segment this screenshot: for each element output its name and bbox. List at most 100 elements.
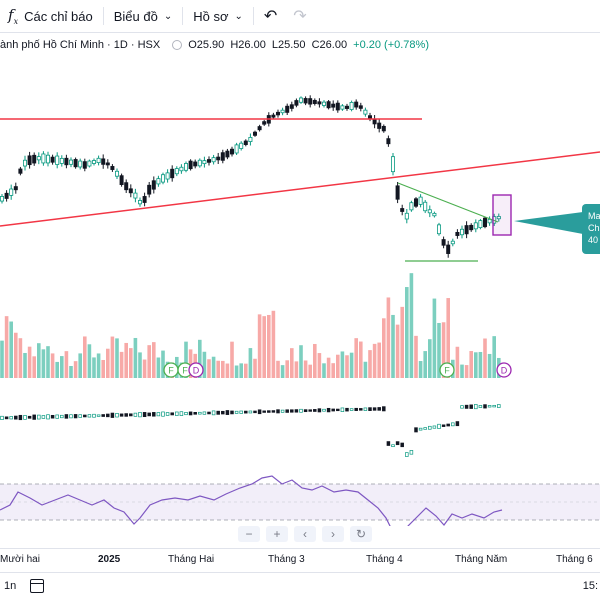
symbol-title[interactable]: ành phố Hồ Chí Minh · 1D · HSX <box>0 39 161 51</box>
candle-body <box>317 101 322 105</box>
toolbar-divider <box>252 7 254 25</box>
candle-body <box>225 150 230 158</box>
mini-candle <box>156 412 161 417</box>
mini-candle <box>60 414 64 419</box>
candle-body <box>32 154 37 164</box>
volume-bar <box>133 337 138 378</box>
mini-candle <box>46 414 50 420</box>
mini-candle <box>464 404 469 409</box>
mini-candle <box>207 411 211 415</box>
candle-body <box>344 105 349 109</box>
mini-candle <box>363 407 368 411</box>
mini-candle <box>326 407 331 413</box>
candle-body <box>179 166 184 172</box>
event-marker-label: D <box>193 366 200 376</box>
mini-candle <box>487 405 492 408</box>
candle-body <box>78 160 83 168</box>
mini-candle <box>202 411 207 415</box>
time-label: Mười hai <box>0 554 40 565</box>
mini-candle <box>119 413 124 417</box>
reset-chart-button[interactable]: ↻ <box>350 526 372 542</box>
volume-bar <box>124 342 128 378</box>
volume-bar <box>142 359 147 378</box>
mini-candle <box>276 409 280 414</box>
volume-bar <box>437 322 441 378</box>
candle-body <box>142 196 147 203</box>
volume-bar <box>18 338 23 378</box>
candle-body <box>137 200 142 205</box>
mini-candle <box>87 414 92 418</box>
volume-bar <box>271 310 276 378</box>
mini-candle <box>248 410 253 414</box>
mini-candle <box>18 414 23 421</box>
candle-body <box>133 192 138 199</box>
low-value: L25.50 <box>271 39 306 51</box>
mini-candle <box>469 404 473 409</box>
mini-candle <box>428 425 432 430</box>
calendar-icon[interactable] <box>30 579 44 593</box>
event-marker-label: D <box>501 366 508 376</box>
mini-candle <box>359 408 363 411</box>
volume-bar <box>110 336 115 378</box>
drawing-tools[interactable] <box>0 118 600 262</box>
volume-bar <box>368 350 372 378</box>
mini-candle <box>152 412 156 417</box>
event-marker <box>188 362 204 378</box>
chart-menu-label: Biểu đồ <box>113 8 158 24</box>
volume-bar <box>239 363 243 378</box>
mini-candle <box>147 412 151 417</box>
volume-bar <box>9 321 13 378</box>
volume-bar <box>395 324 400 378</box>
scroll-right-button[interactable]: › <box>322 526 344 542</box>
volume-bar <box>294 361 299 378</box>
mini-candle <box>386 441 391 446</box>
volume-bar <box>96 353 101 378</box>
volume-bar <box>414 335 418 378</box>
zoom-in-button[interactable]: + <box>266 526 288 542</box>
indicators-button[interactable]: fx Các chỉ báo <box>0 0 101 32</box>
mini-candle <box>285 409 289 413</box>
candle-body <box>59 157 64 164</box>
mini-candle <box>478 405 483 408</box>
undo-button[interactable]: ↶ <box>256 0 285 32</box>
mini-candle <box>400 442 404 448</box>
candle-body <box>409 202 414 211</box>
profile-menu-button[interactable]: Hồ sơ ⌄ <box>185 0 251 32</box>
mini-candle <box>83 414 87 418</box>
mini-candle <box>14 415 18 420</box>
volume-bar <box>262 316 266 378</box>
event-marker-label: F <box>444 366 450 376</box>
scroll-left-button[interactable]: ‹ <box>294 526 316 542</box>
volume-bar <box>478 351 483 378</box>
zoom-out-button[interactable]: − <box>238 526 260 542</box>
candle-body <box>55 155 60 165</box>
time-axis[interactable]: Mười hai 2025 Tháng Hai Tháng 3 Tháng 4 … <box>0 548 600 569</box>
period-button[interactable]: 1n <box>4 580 17 592</box>
candle-body <box>326 101 331 109</box>
mini-candle <box>395 441 400 446</box>
candle-body <box>13 186 18 191</box>
volume-bar <box>303 360 308 378</box>
candle-body <box>151 180 156 190</box>
volume-bar <box>156 357 161 378</box>
annotation-callout[interactable]: Ma Ch 40 <box>582 204 600 254</box>
candle-body <box>262 121 267 125</box>
chart-menu-button[interactable]: Biểu đồ ⌄ <box>106 0 180 32</box>
redo-button[interactable]: ↷ <box>285 0 314 32</box>
mini-candle <box>234 410 239 414</box>
mini-candle <box>345 407 349 412</box>
mini-candle <box>96 414 101 417</box>
candle-body <box>285 105 290 113</box>
mini-candle <box>225 410 230 415</box>
undo-icon: ↶ <box>263 8 278 25</box>
volume-bar <box>386 297 391 378</box>
candle-body <box>18 168 23 174</box>
candle-body <box>381 125 386 132</box>
candle-body <box>239 142 244 149</box>
candle-body <box>206 159 211 163</box>
candle-body <box>211 157 216 163</box>
mini-candle <box>23 415 27 420</box>
mini-candle <box>317 408 322 413</box>
